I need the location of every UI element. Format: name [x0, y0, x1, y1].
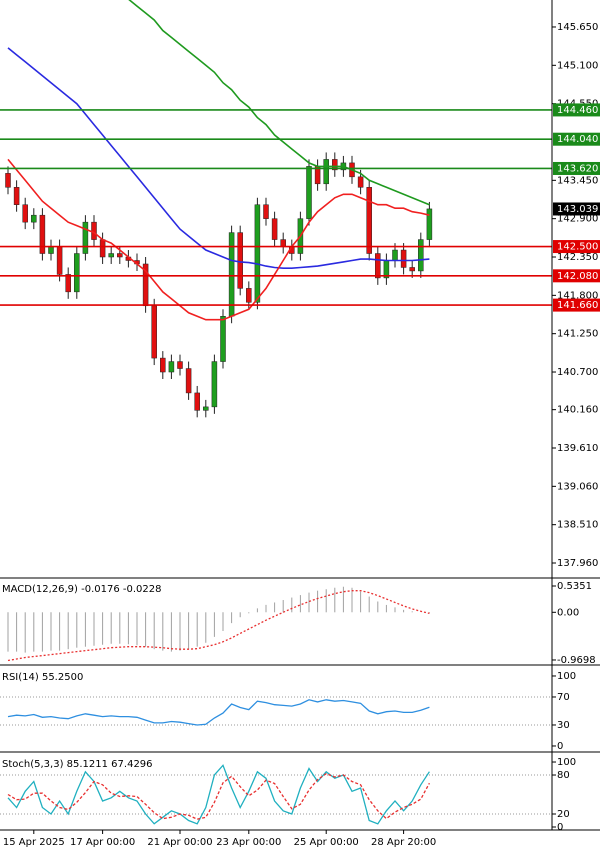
candle-body: [400, 249, 407, 268]
candle-body: [31, 214, 37, 223]
candle-body: [48, 246, 54, 254]
y-tick-label: 138.510: [557, 520, 598, 531]
candle-body: [203, 406, 209, 411]
y-tick-label: 145.100: [557, 60, 598, 71]
y-tick-label: 145.650: [557, 22, 598, 33]
candle-body: [426, 208, 433, 240]
candle-body: [91, 221, 97, 240]
level-tag: [553, 132, 600, 146]
last-price-tag: [553, 202, 600, 216]
candle-body: [5, 173, 11, 188]
candle-body: [263, 204, 269, 219]
indicator-title: MACD(12,26,9) -0.0176 -0.0228: [2, 584, 162, 595]
candle-body: [74, 253, 80, 293]
y-tick-label: 140.160: [557, 405, 598, 416]
candle-body: [246, 288, 252, 303]
x-tick-label: 15 Apr 2025: [3, 837, 65, 848]
y-tick-label: 139.060: [557, 481, 598, 492]
y-tick-label: 137.960: [557, 558, 598, 569]
y-tick-label: 70: [557, 692, 570, 703]
last-price-label: 143.039: [557, 204, 598, 215]
candle-body: [271, 218, 278, 240]
y-tick-label: 140.700: [557, 367, 598, 378]
candle-body: [99, 239, 106, 258]
indicator-title: RSI(14) 55.2500: [2, 672, 83, 683]
x-tick-label: 28 Apr 20:00: [371, 837, 436, 848]
candle-body: [392, 249, 398, 261]
y-tick-label: 141.800: [557, 290, 598, 301]
x-tick-label: 17 Apr 00:00: [70, 837, 135, 848]
oscillator-line: [7, 699, 430, 726]
candle-body: [194, 392, 200, 411]
candle-body: [323, 159, 329, 185]
y-tick-label: 143.450: [557, 175, 598, 186]
candle-body: [177, 361, 183, 369]
candle-body: [13, 187, 20, 205]
moving-average: [128, 0, 430, 206]
main-plot: [5, 0, 433, 418]
candle-body: [151, 305, 157, 359]
level-label: 144.460: [557, 105, 598, 116]
y-tick-label: 0: [557, 741, 563, 752]
level-tag: [553, 240, 600, 254]
candle-body: [306, 166, 312, 219]
candle-body: [22, 204, 28, 223]
y-tick-label: 20: [557, 809, 570, 820]
candle-body: [82, 221, 89, 254]
y-tick-label: 100: [557, 671, 576, 682]
level-tag: [553, 161, 600, 175]
oscillator-line: [7, 772, 430, 820]
y-tick-label: -0.9698: [557, 655, 596, 666]
candle-body: [65, 274, 71, 293]
x-tick-label: 25 Apr 00:00: [294, 837, 359, 848]
y-tick-label: 0.00: [557, 607, 579, 618]
candle-body: [56, 246, 63, 275]
y-tick-label: 100: [557, 757, 576, 768]
candle-body: [228, 232, 235, 317]
y-tick-label: 0.5351: [557, 581, 592, 592]
y-tick-label: 139.610: [557, 443, 598, 454]
candle-body: [168, 361, 175, 373]
candle-body: [375, 253, 381, 279]
level-tag: [553, 103, 600, 117]
level-label: 142.080: [557, 271, 598, 282]
y-tick-label: 30: [557, 720, 570, 731]
candle-body: [409, 267, 415, 272]
level-tag: [553, 269, 600, 283]
candle-body: [160, 357, 166, 373]
candle-body: [185, 368, 192, 394]
level-label: 141.660: [557, 300, 598, 311]
candle-body: [418, 239, 424, 272]
moving-average: [7, 158, 430, 321]
level-tag: [553, 298, 600, 312]
candle-body: [108, 253, 114, 258]
indicator-title: Stoch(5,3,3) 85.1211 67.4296: [2, 759, 153, 770]
level-label: 143.620: [557, 163, 598, 174]
y-tick-label: 141.250: [557, 329, 598, 340]
macd-signal: [7, 590, 430, 662]
oscillator-line: [7, 764, 430, 825]
y-tick-label: 0: [557, 822, 563, 833]
x-tick-label: 23 Apr 00:00: [216, 837, 281, 848]
candle-body: [39, 214, 46, 254]
y-tick-label: 142.900: [557, 214, 598, 225]
candle-body: [280, 239, 286, 247]
moving-average: [7, 47, 430, 269]
level-label: 144.040: [557, 134, 598, 145]
level-label: 142.500: [557, 242, 598, 253]
y-tick-label: 80: [557, 770, 570, 781]
candle-body: [211, 361, 218, 408]
candle-body: [332, 159, 338, 171]
candle-body: [117, 253, 123, 258]
x-tick-label: 21 Apr 00:00: [147, 837, 212, 848]
candle-body: [254, 204, 261, 303]
y-tick-label: 142.350: [557, 252, 598, 263]
candle-body: [366, 187, 372, 254]
candle-body: [220, 316, 226, 362]
candle-body: [357, 176, 364, 188]
candle-body: [237, 232, 243, 289]
